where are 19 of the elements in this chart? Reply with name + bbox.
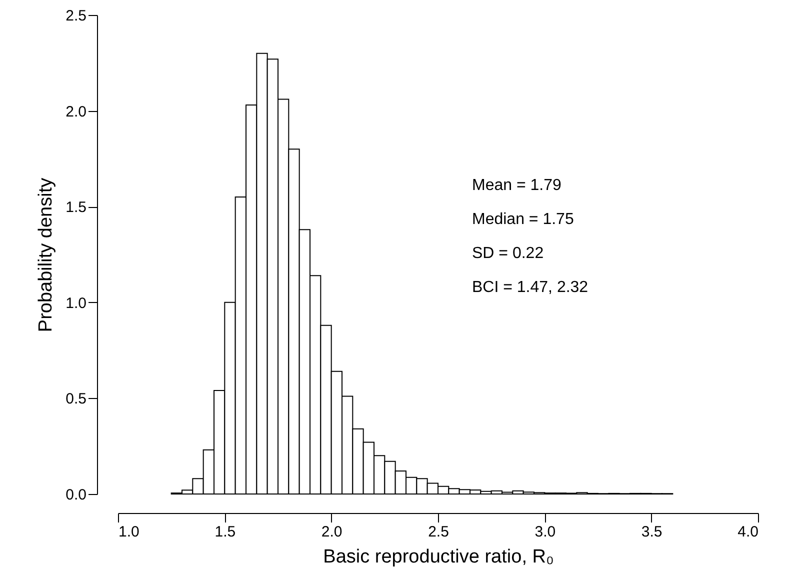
x-tick-label: 1.5 (214, 524, 236, 540)
x-tick-label: 3.0 (534, 524, 556, 540)
x-tick-label: 1.0 (118, 524, 140, 540)
x-tick-label: 4.0 (738, 524, 758, 540)
y-tick-label: 1.5 (66, 199, 86, 216)
y-tick-label: 0.5 (66, 390, 86, 408)
y-tick-label: 0.0 (66, 486, 86, 504)
y-tick-label: 2.0 (66, 103, 86, 120)
annotation: BCI = 1.47, 2.32 (472, 279, 588, 296)
y-axis-title: Probability density (36, 177, 57, 332)
x-axis-title: Basic reproductive ratio, R₀ (323, 546, 554, 568)
x-tick-label: 2.0 (321, 524, 342, 540)
y-tick-label: 2.5 (66, 8, 86, 24)
annotation: Median = 1.75 (472, 211, 574, 228)
annotation: Mean = 1.79 (472, 177, 562, 194)
x-tick-label: 2.5 (428, 524, 449, 540)
x-tick-label: 3.5 (641, 524, 662, 540)
y-tick-label: 1.0 (66, 294, 86, 312)
annotation: SD = 0.22 (472, 245, 544, 262)
